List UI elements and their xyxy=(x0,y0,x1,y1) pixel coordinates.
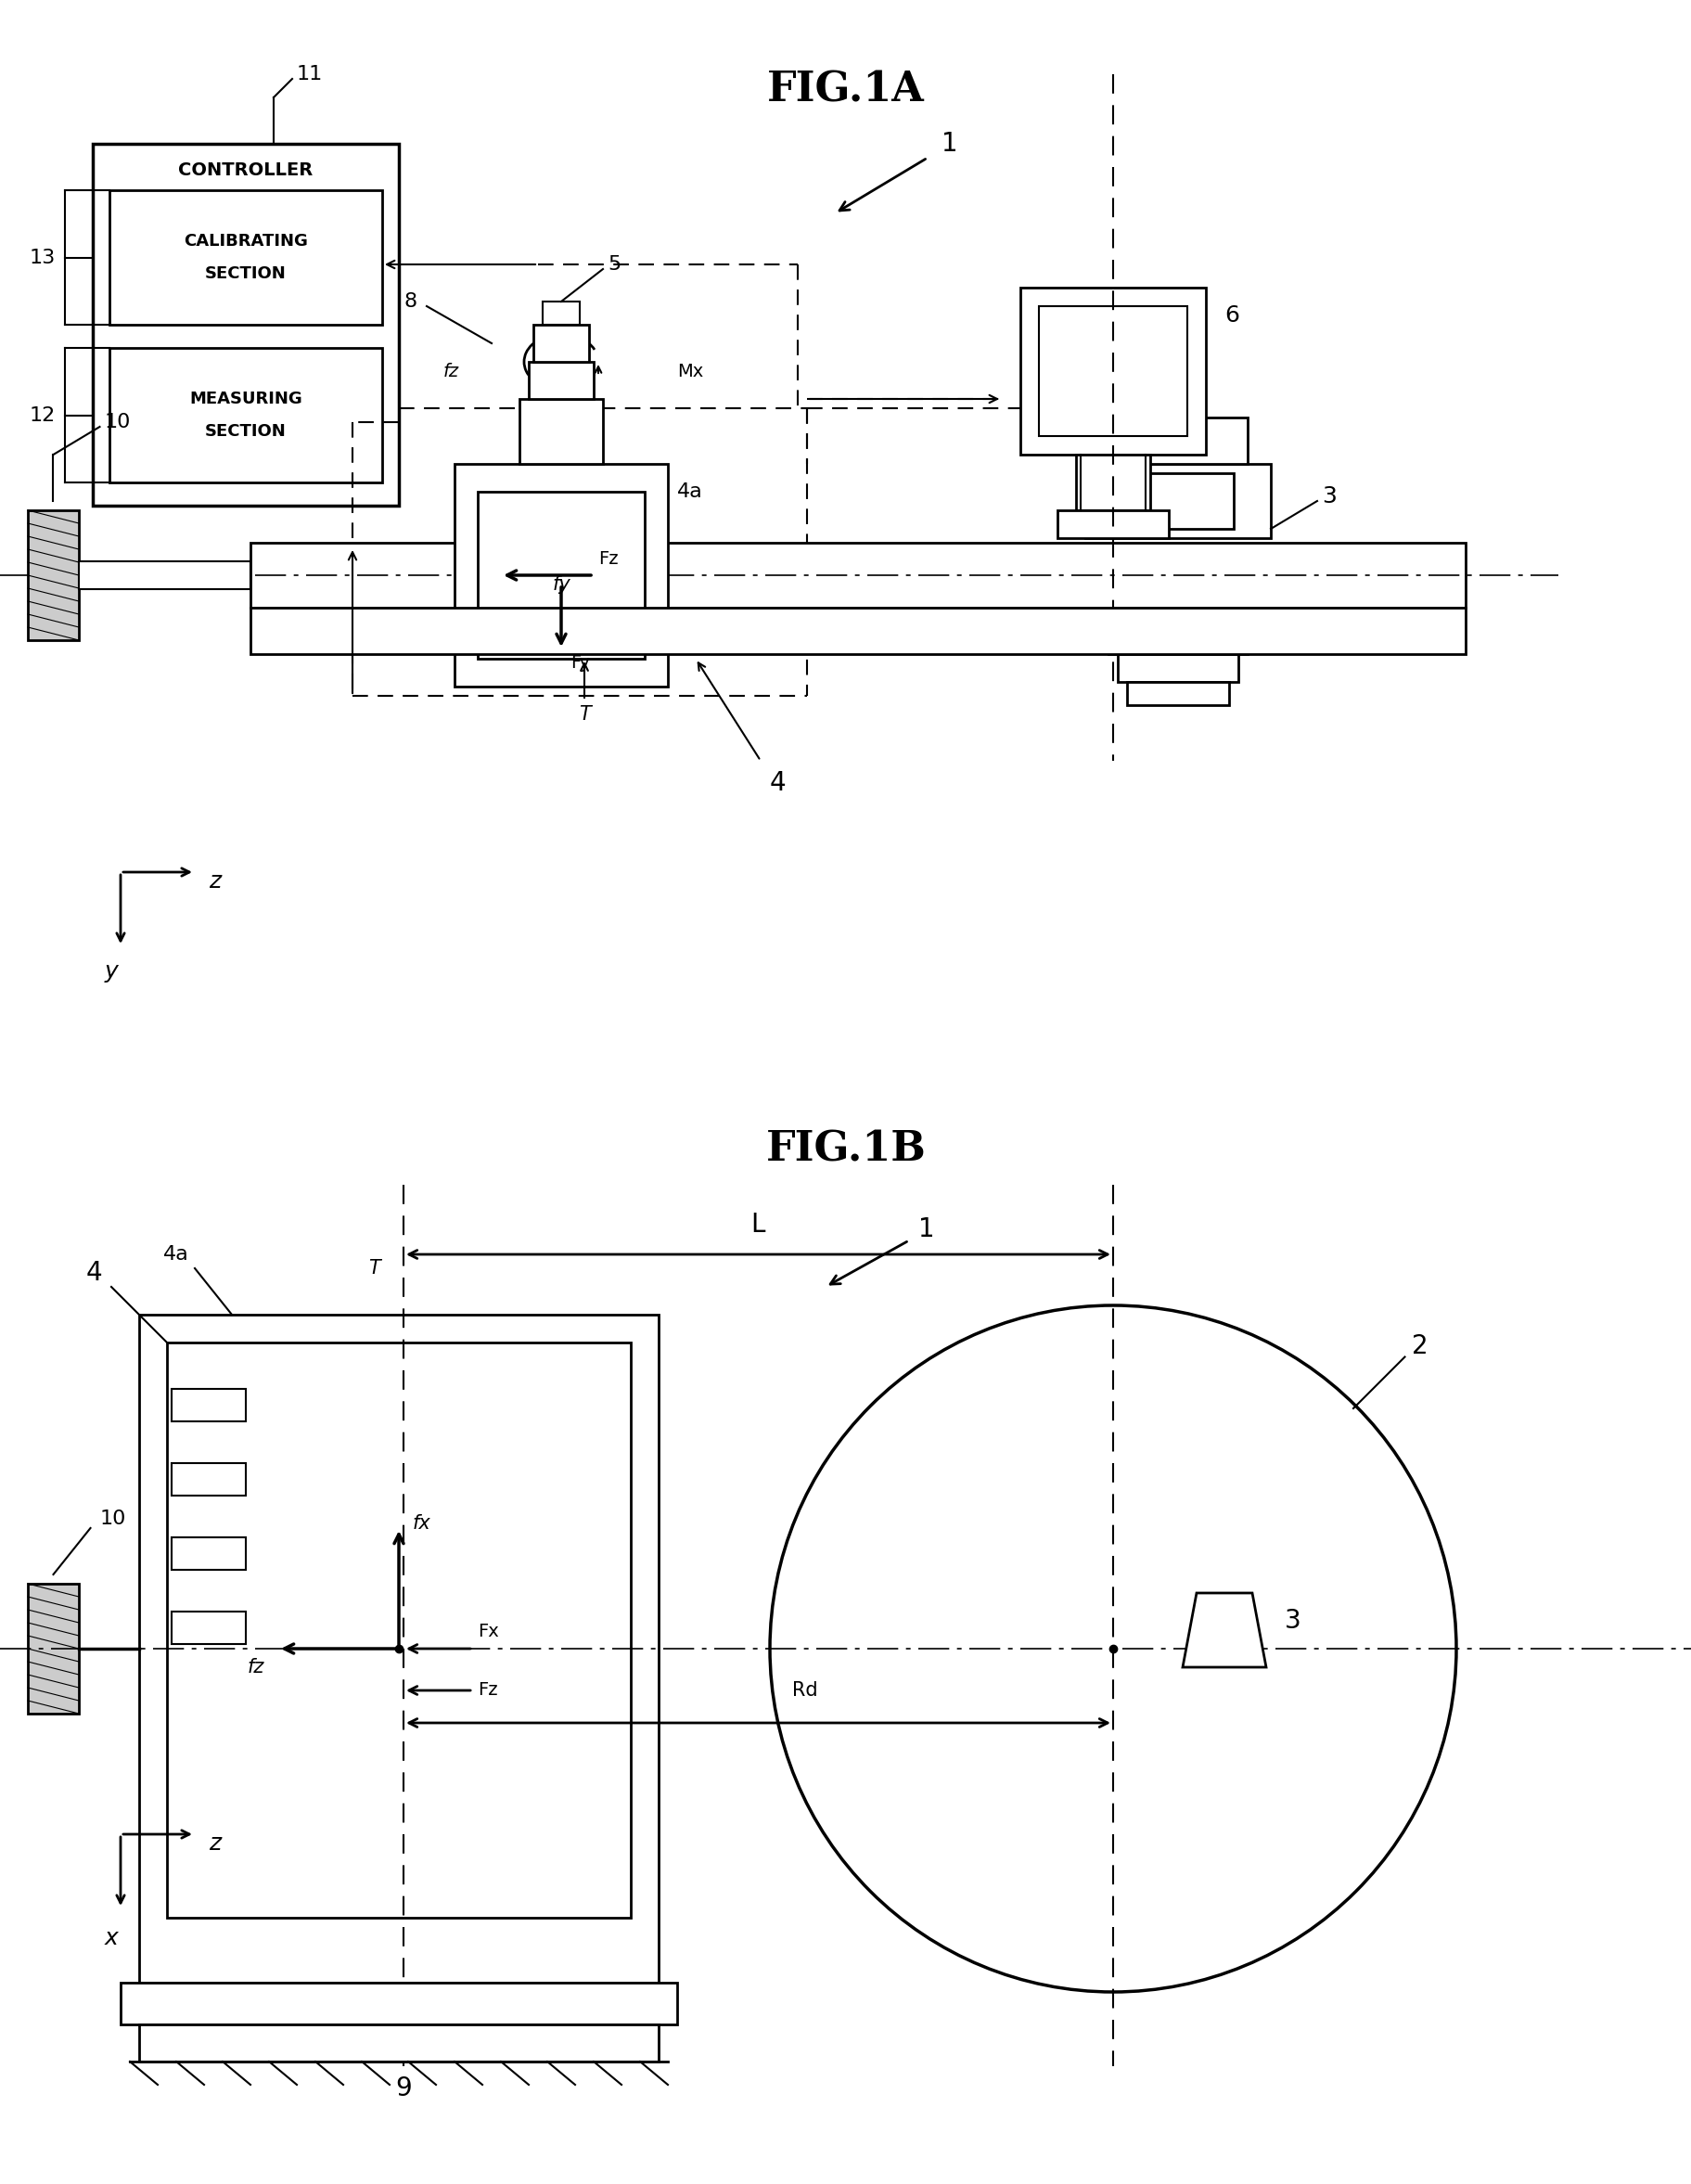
Bar xyxy=(1084,463,1270,537)
Bar xyxy=(110,347,382,483)
Bar xyxy=(477,491,644,660)
Bar xyxy=(455,463,668,686)
Bar xyxy=(171,1538,245,1570)
Bar xyxy=(533,325,588,363)
Text: 1: 1 xyxy=(918,1216,933,1243)
Text: 3: 3 xyxy=(1283,1607,1300,1634)
Bar xyxy=(1038,306,1187,437)
Text: MEASURING: MEASURING xyxy=(189,391,303,406)
Text: L: L xyxy=(751,1212,764,1238)
Text: fx: fx xyxy=(413,1514,431,1533)
Bar xyxy=(93,144,399,507)
Text: x: x xyxy=(105,1926,118,1950)
Text: z: z xyxy=(208,1832,222,1854)
Bar xyxy=(171,1463,245,1496)
Text: FIG.1B: FIG.1B xyxy=(766,1129,925,1168)
Bar xyxy=(1108,607,1246,653)
Text: 4a: 4a xyxy=(676,483,702,500)
Text: 4a: 4a xyxy=(164,1245,189,1265)
Bar xyxy=(167,1343,631,1918)
Bar xyxy=(1057,511,1168,537)
Text: Fy: Fy xyxy=(570,653,590,673)
Text: 3: 3 xyxy=(1321,485,1336,507)
Text: Fz: Fz xyxy=(477,1682,497,1699)
Bar xyxy=(27,1583,79,1714)
Bar xyxy=(27,511,79,640)
Bar xyxy=(543,301,580,325)
Text: 5: 5 xyxy=(607,256,621,273)
Text: FIG.1A: FIG.1A xyxy=(766,70,925,109)
Text: 12: 12 xyxy=(29,406,56,424)
Bar xyxy=(1108,417,1246,463)
Text: T: T xyxy=(578,705,590,723)
Bar xyxy=(1126,681,1228,705)
Text: 9: 9 xyxy=(396,2075,411,2101)
Bar xyxy=(110,190,382,325)
Bar xyxy=(139,2025,658,2062)
Text: 2: 2 xyxy=(1410,1334,1427,1361)
Text: 10: 10 xyxy=(105,413,130,432)
Bar xyxy=(1020,288,1206,454)
Text: fz: fz xyxy=(443,363,458,380)
Text: 11: 11 xyxy=(296,66,323,83)
Text: 10: 10 xyxy=(100,1509,125,1529)
Bar xyxy=(250,607,1464,653)
Text: 4: 4 xyxy=(86,1260,101,1286)
Text: Fz: Fz xyxy=(599,550,617,568)
Text: CONTROLLER: CONTROLLER xyxy=(178,162,313,179)
Bar xyxy=(171,1389,245,1422)
Bar xyxy=(79,561,250,590)
Text: SECTION: SECTION xyxy=(205,424,286,439)
Bar xyxy=(1121,474,1233,529)
Bar xyxy=(1075,454,1150,511)
Text: 6: 6 xyxy=(1224,304,1238,328)
Text: 4: 4 xyxy=(769,771,786,795)
Bar xyxy=(528,363,594,400)
Text: fy: fy xyxy=(551,574,570,594)
Bar xyxy=(250,544,1464,607)
Bar xyxy=(1118,653,1238,681)
Text: 1: 1 xyxy=(940,131,957,157)
Text: 8: 8 xyxy=(404,293,418,310)
Bar xyxy=(519,400,602,463)
Bar xyxy=(120,1983,676,2025)
Bar xyxy=(139,1315,658,1983)
Text: SECTION: SECTION xyxy=(205,264,286,282)
Text: y: y xyxy=(105,961,118,983)
Text: T: T xyxy=(369,1258,380,1278)
Text: Rd: Rd xyxy=(791,1682,817,1699)
Text: z: z xyxy=(208,869,222,893)
Bar xyxy=(171,1612,245,1645)
Text: Mx: Mx xyxy=(676,363,703,380)
Polygon shape xyxy=(1182,1592,1265,1666)
Text: 13: 13 xyxy=(29,249,56,266)
Text: CALIBRATING: CALIBRATING xyxy=(184,234,308,249)
Text: fz: fz xyxy=(247,1658,264,1677)
Text: Fx: Fx xyxy=(477,1623,499,1640)
